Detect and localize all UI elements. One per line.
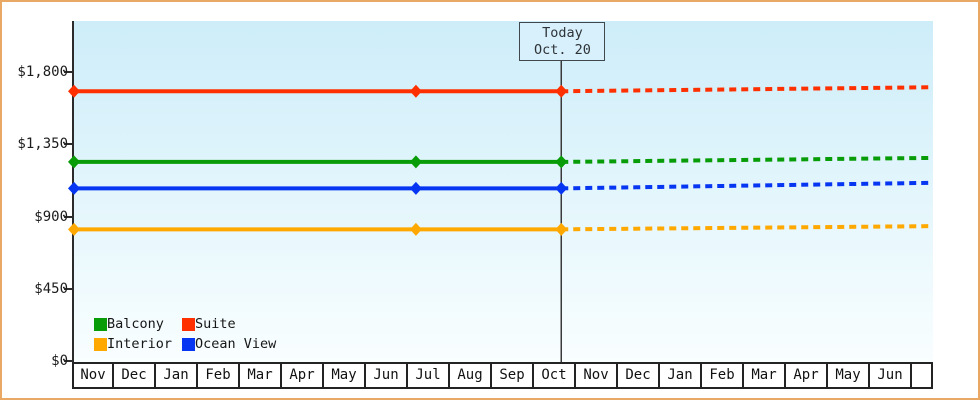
month-label: Jun bbox=[373, 367, 399, 383]
x-axis-month-cell: Jan bbox=[156, 364, 198, 387]
x-axis-month-cell: Nov bbox=[72, 364, 114, 387]
y-tick-label: $900 bbox=[34, 208, 68, 225]
y-tick-label: $1,800 bbox=[17, 64, 68, 80]
legend-color-swatch bbox=[94, 337, 107, 351]
month-label: Feb bbox=[709, 367, 735, 383]
month-label: May bbox=[835, 367, 861, 383]
month-label: Feb bbox=[205, 367, 231, 383]
x-axis-month-cell: Feb bbox=[198, 364, 240, 387]
month-label: Dec bbox=[121, 367, 147, 383]
legend-label: Suite bbox=[195, 316, 236, 332]
x-axis-month-cell: Feb bbox=[702, 364, 744, 387]
month-label: Oct bbox=[541, 367, 567, 383]
month-label: Mar bbox=[751, 367, 777, 383]
legend-label: Interior bbox=[107, 336, 173, 352]
today-label: Today bbox=[542, 25, 583, 41]
month-label: Sep bbox=[499, 367, 525, 383]
legend-color-swatch bbox=[182, 337, 195, 351]
legend-label: Balcony bbox=[107, 316, 164, 332]
plot-area-background bbox=[74, 21, 933, 362]
month-label: Mar bbox=[247, 367, 273, 383]
legend-item-interior: Interior bbox=[94, 336, 182, 352]
x-axis-empty-cell bbox=[912, 364, 933, 387]
x-axis-month-cell: Mar bbox=[744, 364, 786, 387]
legend-item-suite: Suite bbox=[182, 316, 270, 332]
month-label: May bbox=[331, 367, 357, 383]
legend-color-swatch bbox=[94, 317, 107, 331]
y-tick-label: $0 bbox=[51, 353, 68, 369]
legend-row: Interior Ocean View bbox=[94, 334, 276, 354]
month-label: Apr bbox=[793, 367, 819, 383]
x-axis-month-cell: Jan bbox=[660, 364, 702, 387]
x-axis-month-cell: Jun bbox=[366, 364, 408, 387]
x-axis-month-cell: Apr bbox=[282, 364, 324, 387]
chart-legend: Balcony Suite Interior Ocean View bbox=[94, 314, 276, 354]
month-label: Jan bbox=[163, 367, 189, 383]
month-label: Jan bbox=[667, 367, 693, 383]
x-axis-month-cell: Dec bbox=[114, 364, 156, 387]
y-tick-mark bbox=[64, 360, 73, 362]
legend-item-balcony: Balcony bbox=[94, 316, 182, 332]
x-axis-month-cell: Dec bbox=[618, 364, 660, 387]
x-axis-month-cell: Oct bbox=[534, 364, 576, 387]
x-axis-month-cell: Mar bbox=[240, 364, 282, 387]
y-tick-label: $450 bbox=[34, 280, 68, 297]
month-label: Jun bbox=[877, 367, 903, 383]
x-axis-month-cell: May bbox=[828, 364, 870, 387]
month-label: Dec bbox=[625, 367, 651, 383]
y-tick-mark bbox=[64, 143, 73, 146]
month-label: Aug bbox=[457, 367, 483, 383]
x-axis-month-cell: Nov bbox=[576, 364, 618, 387]
y-tick-mark bbox=[64, 71, 73, 73]
x-axis-month-cell: Sep bbox=[492, 364, 534, 387]
legend-item-ocean-view: Ocean View bbox=[182, 336, 276, 352]
month-label: Nov bbox=[80, 367, 106, 383]
legend-row: Balcony Suite bbox=[94, 314, 270, 334]
month-label: Jul bbox=[415, 367, 441, 383]
today-annotation-box: Today Oct. 20 bbox=[519, 22, 606, 61]
month-label: Apr bbox=[289, 367, 315, 383]
y-tick-mark bbox=[64, 215, 73, 218]
legend-label: Ocean View bbox=[195, 336, 277, 352]
x-axis-month-cell: May bbox=[324, 364, 366, 387]
x-axis-month-row: Nov Dec Jan Feb Mar Apr May Jun Jul Aug Sep Oct Nov D… bbox=[72, 362, 933, 389]
month-label: Nov bbox=[583, 367, 609, 383]
x-axis-month-cell: Jun bbox=[870, 364, 912, 387]
x-axis-month-cell: Aug bbox=[450, 364, 492, 387]
x-axis-month-cell: Jul bbox=[408, 364, 450, 387]
y-tick-mark bbox=[64, 287, 73, 290]
y-tick-label: $1,350 bbox=[17, 136, 68, 153]
legend-color-swatch bbox=[182, 317, 195, 331]
x-axis-month-cell: Apr bbox=[786, 364, 828, 387]
today-date: Oct. 20 bbox=[534, 42, 591, 58]
